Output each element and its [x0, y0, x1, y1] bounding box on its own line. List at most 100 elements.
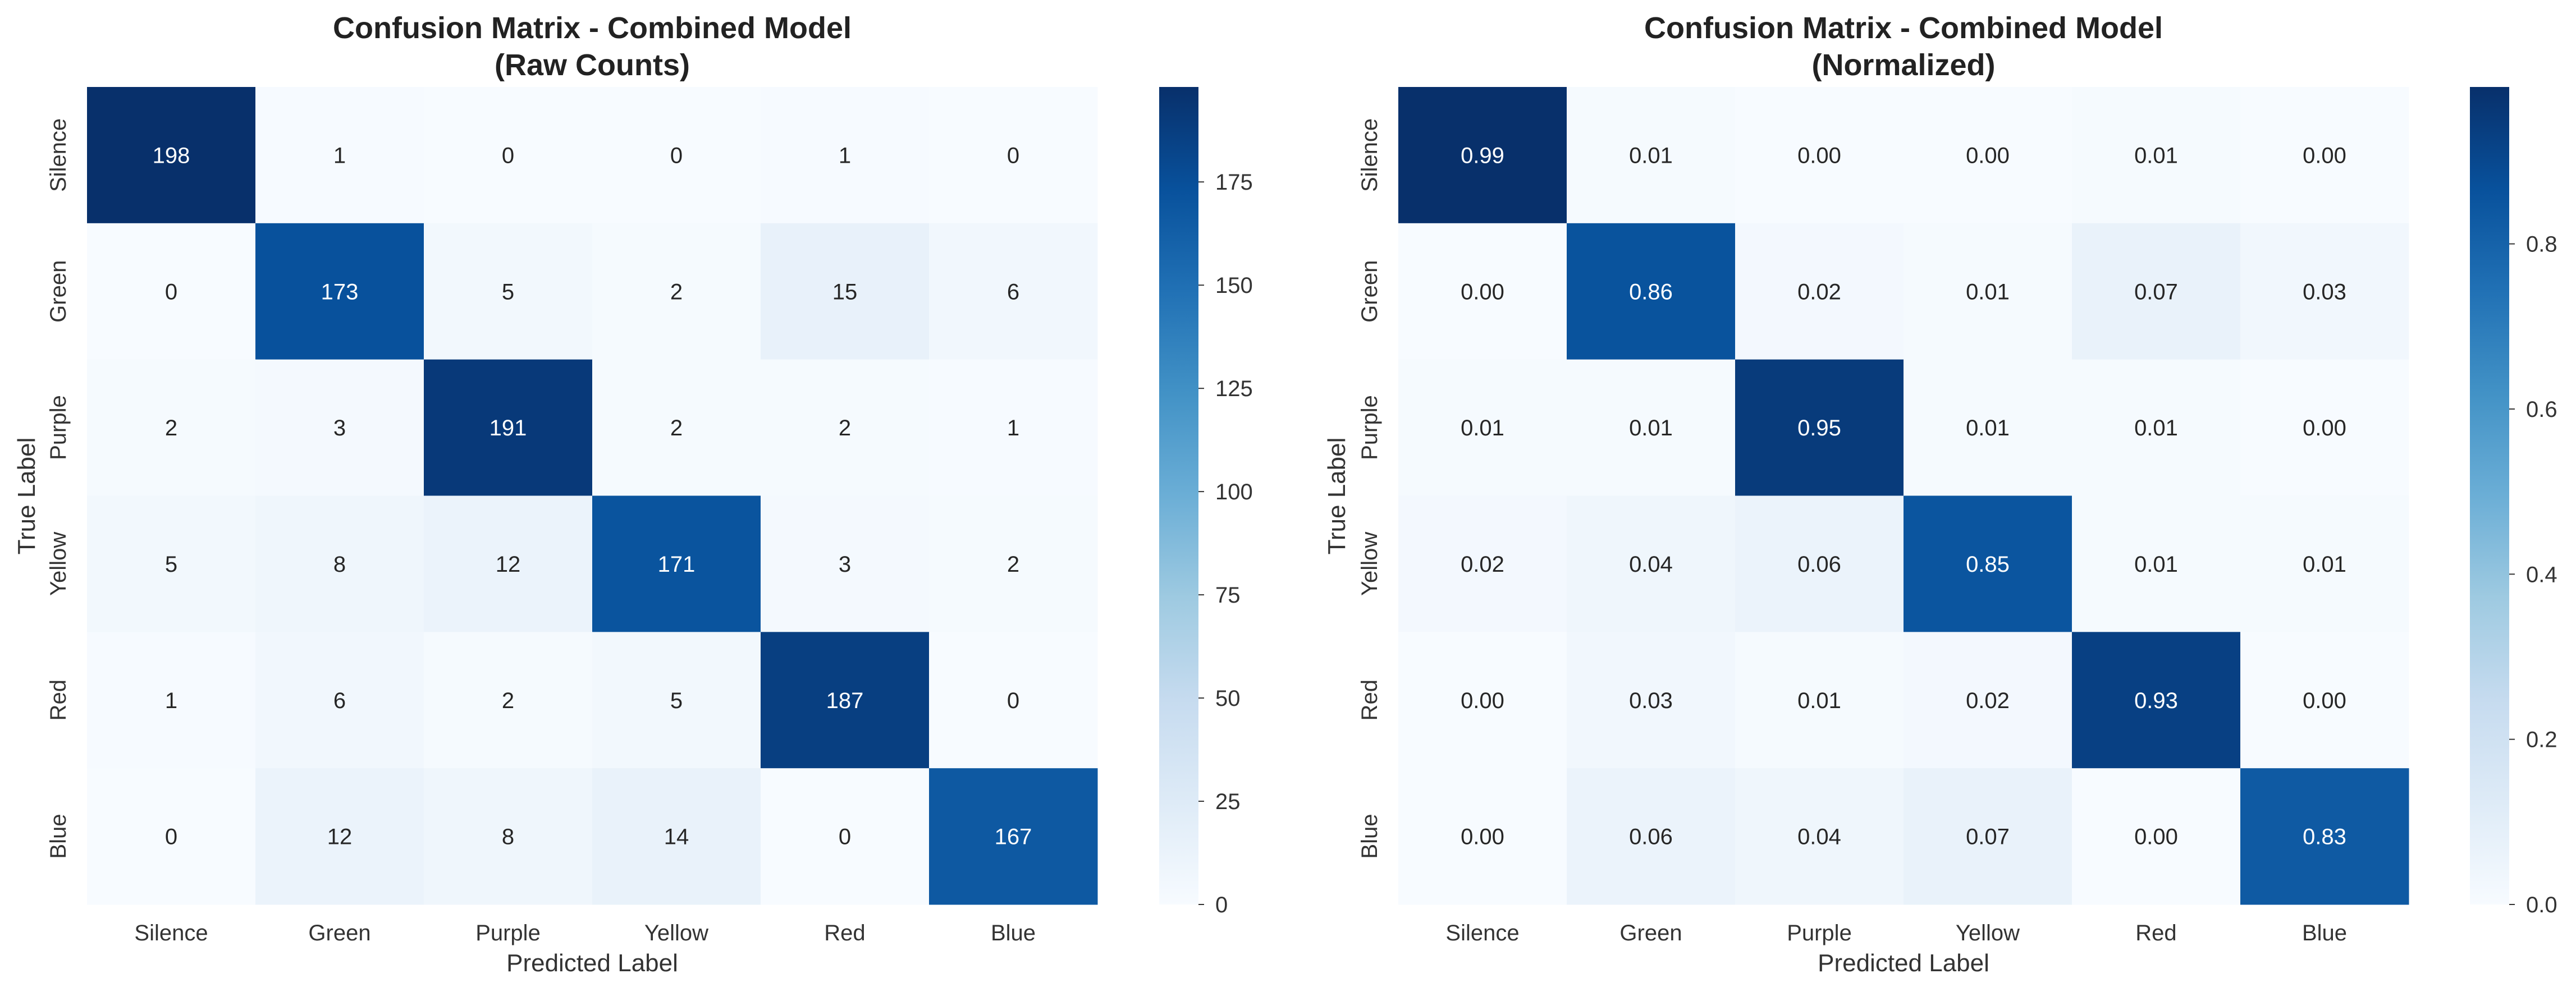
heatmap-cell	[2240, 359, 2409, 496]
cell-value-label: 3	[333, 416, 346, 440]
heatmap-cell	[255, 359, 424, 496]
heatmap-cell	[1735, 223, 1904, 360]
heatmap-cell	[1904, 359, 2072, 496]
heatmap-cell	[424, 768, 593, 905]
cell-value-label: 0.01	[1966, 279, 2010, 304]
cell-value-label: 0.00	[1461, 688, 1504, 713]
x-tick-label: Green	[1619, 921, 1682, 945]
heatmap-cell	[1567, 495, 1736, 632]
x-tick-label: Blue	[2302, 921, 2347, 945]
colorbar-tick-label: 0.2	[2526, 728, 2557, 752]
cell-value-label: 1	[1007, 416, 1019, 440]
x-tick-label: Yellow	[1956, 921, 2020, 945]
heatmap-cell	[1735, 495, 1904, 632]
cell-value-label: 5	[502, 279, 514, 304]
cell-value-label: 8	[333, 552, 346, 577]
heatmap-cell	[2072, 223, 2241, 360]
colorbar-tick-label: 25	[1215, 789, 1241, 814]
cell-value-label: 167	[995, 825, 1032, 849]
heatmap-cell	[1904, 223, 2072, 360]
heatmap-cell	[1735, 359, 1904, 496]
heatmap-cell	[424, 359, 593, 496]
cell-value-label: 0	[165, 279, 177, 304]
heatmap-cell	[255, 223, 424, 360]
y-axis-label: True Label	[13, 438, 40, 555]
cell-value-label: 0.00	[1966, 143, 2010, 168]
y-tick-label: Purple	[46, 395, 71, 460]
y-tick-label: Green	[46, 260, 71, 323]
x-tick-label: Red	[824, 921, 865, 945]
heatmap-cell	[87, 768, 256, 905]
cell-value-label: 6	[1007, 279, 1019, 304]
heatmap-cell	[1735, 87, 1904, 224]
colorbar-tick-label: 0	[1215, 893, 1228, 917]
x-tick-label: Purple	[1787, 921, 1852, 945]
heatmap-cell	[1735, 632, 1904, 769]
cell-value-label: 0.00	[2303, 143, 2346, 168]
cell-value-label: 0.00	[2134, 825, 2178, 849]
heatmap-cell	[1398, 632, 1567, 769]
x-tick-label: Blue	[991, 921, 1036, 945]
cell-value-label: 0.01	[1629, 143, 1673, 168]
y-tick-label: Blue	[46, 814, 71, 859]
colorbar-ticks: 0.0 0.2 0.4 0.6 0.8	[2509, 232, 2557, 917]
cell-value-label: 2	[839, 416, 851, 440]
heatmap-cell	[1567, 632, 1736, 769]
chart-panel-normalized: Confusion Matrix - Combined Model (Norma…	[1323, 11, 2557, 977]
cell-value-label: 1	[839, 143, 851, 168]
cell-value-label: 2	[1007, 552, 1019, 577]
heatmap-cell	[255, 87, 424, 224]
cell-value-label: 173	[321, 279, 359, 304]
cell-value-label: 0.07	[2134, 279, 2178, 304]
cell-value-label: 0.07	[1966, 825, 2010, 849]
chart-title: Confusion Matrix - Combined Model	[333, 11, 852, 45]
heatmap-cell	[1735, 768, 1904, 905]
colorbar-tick-label: 150	[1215, 273, 1253, 298]
cell-value-label: 0.00	[1797, 143, 1841, 168]
cell-value-label: 0.01	[2134, 552, 2178, 577]
cell-value-label: 0.02	[1461, 552, 1504, 577]
cell-value-label: 15	[832, 279, 858, 304]
cell-value-label: 0	[1007, 688, 1019, 713]
heatmap-cell	[2240, 768, 2409, 905]
x-tick-label: Green	[308, 921, 370, 945]
cell-value-label: 0.01	[2134, 416, 2178, 440]
cell-value-label: 0.03	[2303, 279, 2346, 304]
y-tick-label: Purple	[1357, 395, 1382, 460]
heatmap-cell	[2240, 223, 2409, 360]
heatmap-cell	[87, 632, 256, 769]
x-tick-label: Purple	[475, 921, 541, 945]
cell-value-label: 0.04	[1629, 552, 1673, 577]
heatmap-cell	[1398, 359, 1567, 496]
x-tick-labels: Silence Green Purple Yellow Red Blue	[1445, 921, 2347, 945]
cell-value-label: 0.00	[1461, 279, 1504, 304]
x-axis-label: Predicted Label	[506, 949, 678, 977]
cell-value-label: 0.86	[1629, 279, 1673, 304]
colorbar-ticks: 0 25 50 75 100 125 150 175	[1198, 170, 1253, 917]
y-axis-label: True Label	[1323, 438, 1351, 555]
cell-value-label: 2	[670, 416, 683, 440]
heatmap-cell	[2072, 768, 2241, 905]
heatmap-cell	[87, 87, 256, 224]
y-tick-label: Red	[46, 679, 71, 720]
x-tick-labels: Silence Green Purple Yellow Red Blue	[134, 921, 1036, 945]
heatmap-cell	[761, 632, 930, 769]
y-tick-label: Green	[1357, 260, 1382, 323]
heatmap-cell	[2072, 495, 2241, 632]
cell-value-label: 0.00	[2303, 416, 2346, 440]
cell-value-label: 0.03	[1629, 688, 1673, 713]
cell-value-label: 0.01	[1797, 688, 1841, 713]
cell-value-label: 0.01	[1629, 416, 1673, 440]
cell-value-label: 0.83	[2303, 825, 2346, 849]
cell-value-label: 2	[502, 688, 514, 713]
colorbar	[2470, 87, 2509, 904]
heatmap-cell	[761, 495, 930, 632]
heatmap-cell	[1398, 223, 1567, 360]
heatmap-cell	[2240, 87, 2409, 224]
cell-value-label: 12	[327, 825, 353, 849]
x-tick-label: Yellow	[644, 921, 708, 945]
heatmap-cell	[929, 632, 1098, 769]
heatmap-cell	[2072, 87, 2241, 224]
cell-value-label: 0.01	[2303, 552, 2346, 577]
heatmap-cell	[87, 223, 256, 360]
